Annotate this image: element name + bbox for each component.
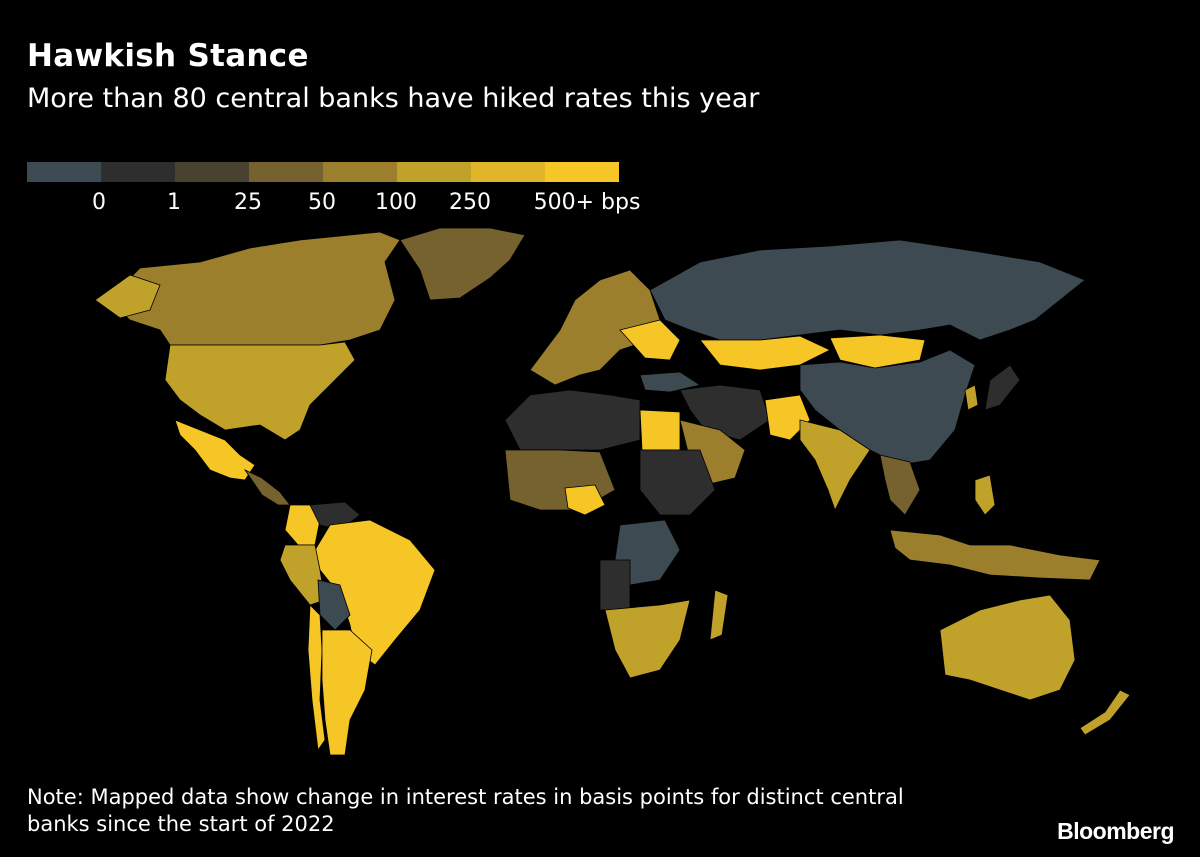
legend-label: 250 (449, 190, 491, 215)
country-russia (649, 239, 1086, 341)
country-angola (599, 559, 631, 611)
legend-label: 500+ bps (533, 190, 641, 215)
chart-subtitle: More than 80 central banks have hiked ra… (27, 83, 760, 114)
country-indonesia (889, 529, 1101, 581)
bloomberg-logo: Bloomberg (1057, 818, 1174, 844)
chart-note: Note: Mapped data show change in interes… (27, 785, 904, 836)
legend-label: 0 (92, 190, 106, 215)
legend-swatch (471, 162, 545, 182)
legend-swatch (101, 162, 175, 182)
country-india (799, 419, 871, 512)
chart-title: Hawkish Stance (27, 38, 309, 74)
country-kazakhstan (699, 335, 831, 371)
country-philippines (974, 474, 996, 516)
country-korea (964, 384, 979, 411)
country-usa (164, 341, 356, 441)
country-europe (529, 269, 661, 386)
legend-label: 100 (375, 190, 417, 215)
legend-label: 25 (234, 190, 262, 215)
country-nigeria (564, 484, 606, 516)
country-japan (984, 364, 1021, 411)
legend-label: 50 (308, 190, 336, 215)
country-southern-africa (604, 599, 691, 679)
country-central-america (243, 469, 291, 506)
country-bolivia (317, 579, 351, 631)
legend-swatch (27, 162, 101, 182)
country-north-africa (504, 389, 641, 451)
world-choropleth-map (94, 227, 1131, 756)
legend-label: 1 (167, 190, 181, 215)
country-peru (279, 544, 326, 606)
country-australia (939, 594, 1076, 701)
country-madagascar (709, 589, 729, 641)
country-argentina (321, 629, 373, 756)
legend-color-scale (27, 162, 619, 182)
country-new-zealand (1079, 689, 1131, 736)
legend-swatch (249, 162, 323, 182)
country-chile (307, 604, 326, 752)
country-china (799, 349, 976, 466)
country-mongolia (829, 334, 926, 369)
legend-swatch (397, 162, 471, 182)
legend-swatch (323, 162, 397, 182)
country-eastern-europe (619, 319, 681, 361)
country-egypt (639, 409, 681, 451)
legend-swatch (175, 162, 249, 182)
country-southeast-asia (879, 454, 921, 516)
legend-swatch (545, 162, 619, 182)
country-turkey (639, 371, 702, 393)
country-mexico (174, 419, 256, 481)
country-greenland (399, 227, 526, 301)
country-sudan-east-africa (639, 449, 716, 516)
country-alaska (94, 274, 161, 319)
